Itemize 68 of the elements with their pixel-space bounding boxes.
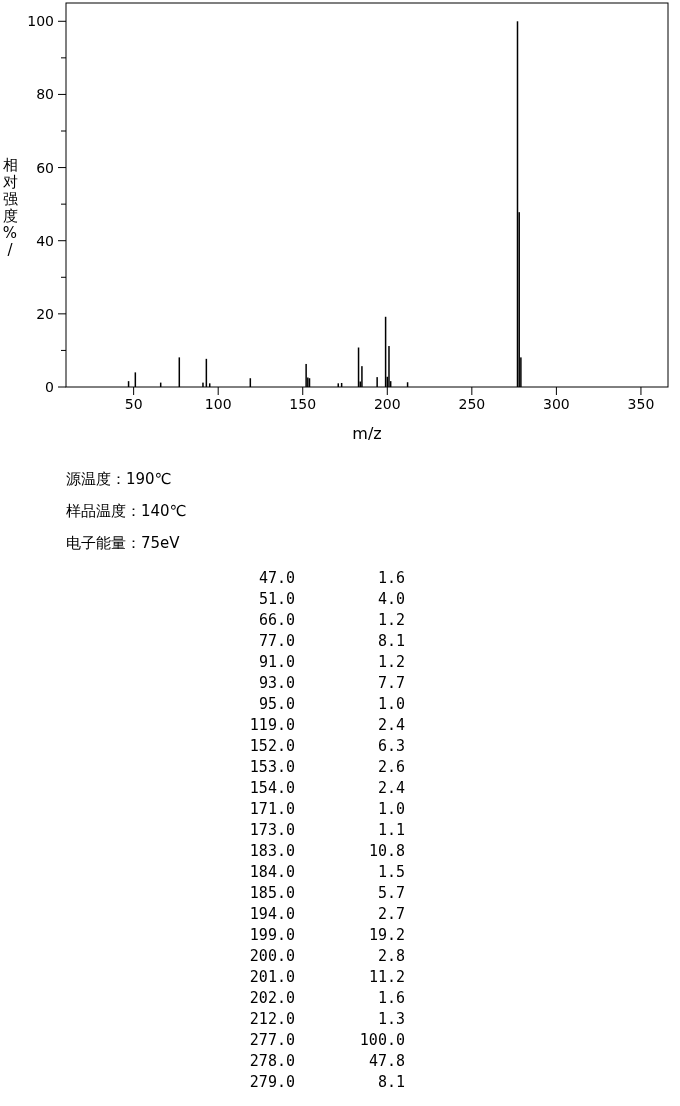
text: 1.6 — [377, 569, 405, 587]
text: 1.1 — [377, 821, 405, 839]
category-label: 51.0 — [258, 590, 295, 608]
text: 8.1 — [377, 1073, 405, 1091]
category-label: 173.0 — [249, 821, 295, 839]
y-tick-label: 80 — [36, 86, 54, 103]
category-label: 212.0 — [249, 1010, 295, 1028]
category-label: 91.0 — [258, 653, 295, 671]
category-label: 201.0 — [249, 968, 295, 986]
category-label: 279.0 — [249, 1073, 295, 1091]
text: 7.7 — [377, 674, 405, 692]
text: 1.0 — [377, 695, 405, 713]
x-axis-title: m/z — [352, 424, 382, 443]
text: 样品温度：140℃ — [66, 502, 187, 520]
x-tick-label: 100 — [204, 396, 232, 412]
x-tick-label: 200 — [373, 396, 401, 412]
category-label: 277.0 — [249, 1031, 295, 1049]
category-label: 153.0 — [249, 758, 295, 776]
x-tick-label: 350 — [627, 396, 655, 412]
text: 2.8 — [377, 947, 405, 965]
category-label: 184.0 — [249, 863, 295, 881]
category-label: 152.0 — [249, 737, 295, 755]
category-label: 119.0 — [249, 716, 295, 734]
category-label: 194.0 — [249, 905, 295, 923]
text: 11.2 — [368, 968, 405, 986]
text: 4.0 — [377, 590, 405, 608]
category-label: 95.0 — [258, 695, 295, 713]
y-tick-label: 100 — [27, 13, 54, 30]
y-tick-label: 20 — [36, 305, 54, 322]
x-tick-label: 250 — [458, 396, 486, 412]
text: 10.8 — [368, 842, 405, 860]
category-label: 199.0 — [249, 926, 295, 944]
x-tick-label: 50 — [124, 396, 143, 412]
text: 1.2 — [377, 653, 405, 671]
text: 2.4 — [377, 716, 405, 734]
x-tick-label: 150 — [289, 396, 317, 412]
category-label: 202.0 — [249, 989, 295, 1007]
text: 电子能量：75eV — [66, 534, 181, 552]
category-label: 77.0 — [258, 632, 295, 650]
text: 8.1 — [377, 632, 405, 650]
y-tick-label: 0 — [45, 379, 54, 395]
text: 5.7 — [377, 884, 405, 902]
y-axis-title: 相对强度%/ — [2, 156, 18, 259]
text: 源温度：190℃ — [66, 470, 172, 488]
x-tick-label: 300 — [543, 396, 570, 412]
category-label: 200.0 — [249, 947, 295, 965]
category-label: 185.0 — [249, 884, 295, 902]
category-label: 47.0 — [258, 569, 295, 587]
category-label: 154.0 — [249, 779, 295, 797]
text: 47.8 — [368, 1052, 405, 1070]
category-label: 183.0 — [249, 842, 295, 860]
y-tick-label: 40 — [36, 232, 54, 249]
text: 1.5 — [377, 863, 405, 881]
text: 2.4 — [377, 779, 405, 797]
text: 19.2 — [368, 926, 405, 944]
category-label: 171.0 — [249, 800, 295, 818]
category-label: 66.0 — [258, 611, 295, 629]
y-tick-label: 60 — [36, 159, 54, 176]
text: 2.6 — [377, 758, 405, 776]
text: 1.2 — [377, 611, 405, 629]
category-label: 93.0 — [258, 674, 295, 692]
text: 1.3 — [377, 1010, 405, 1028]
text: 100.0 — [359, 1031, 405, 1049]
text: 2.7 — [377, 905, 405, 923]
category-label: 278.0 — [249, 1052, 295, 1070]
text: 6.3 — [377, 737, 405, 755]
text: 1.6 — [377, 989, 405, 1007]
text: 1.0 — [377, 800, 405, 818]
